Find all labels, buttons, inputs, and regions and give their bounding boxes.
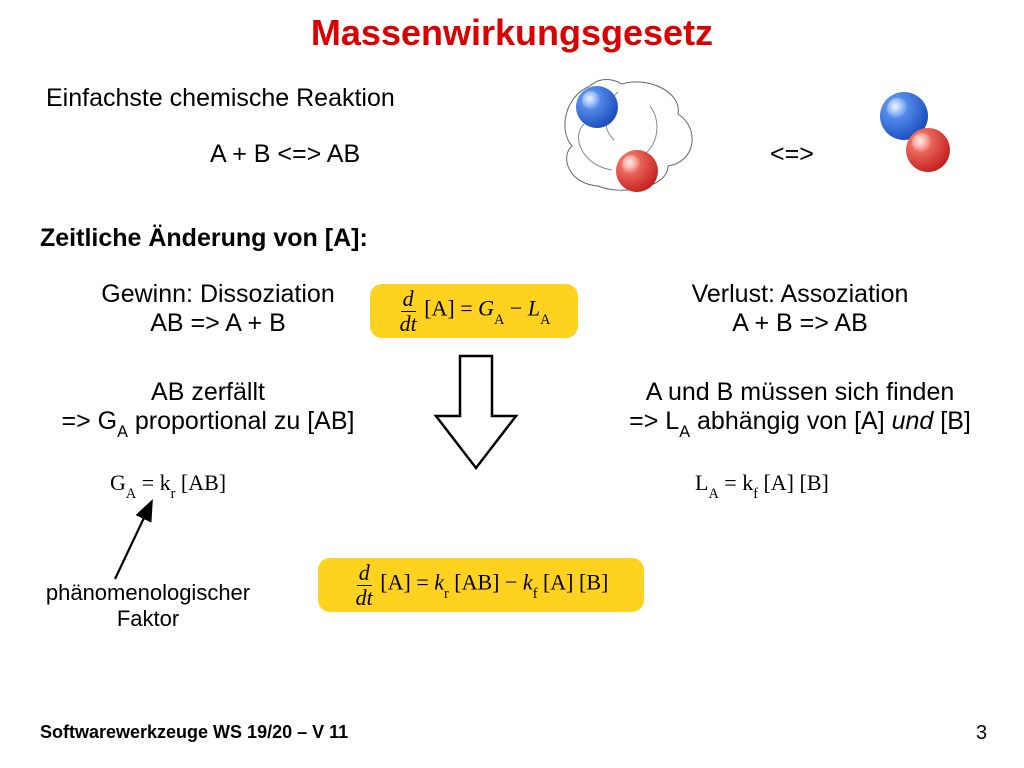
section-temporal-change: Zeitliche Änderung von [A]: xyxy=(40,224,368,253)
verlust-line2: A + B => AB xyxy=(660,309,940,338)
rate-formula-box: ddt [A] = GA − LA xyxy=(370,284,578,338)
sphere-blue-separated xyxy=(576,86,618,128)
phenom-label: phänomenologischer Faktor xyxy=(38,580,258,632)
sphere-red-bonded xyxy=(906,128,950,172)
full-formula-box: ddt [A] = kr [AB] − kf [A] [B] xyxy=(318,558,644,612)
footer-text: Softwarewerkzeuge WS 19/20 – V 11 xyxy=(40,722,348,743)
ab-zerfall-block: AB zerfällt => GA proportional zu [AB] xyxy=(48,378,368,440)
phenom-line1: phänomenologischer xyxy=(38,580,258,606)
aundb-block: A und B müssen sich finden => LA abhängi… xyxy=(600,378,1000,440)
subtitle: Einfachste chemische Reaktion xyxy=(46,84,395,113)
gewinn-line2: AB => A + B xyxy=(78,309,358,338)
full-formula: ddt [A] = kr [AB] − kf [A] [B] xyxy=(354,561,609,608)
reaction-equation: A + B <=> AB xyxy=(210,140,360,169)
ab-zerfall-line2: => GA proportional zu [AB] xyxy=(48,407,368,440)
ab-zerfall-line1: AB zerfällt xyxy=(48,378,368,407)
gewinn-block: Gewinn: Dissoziation AB => A + B xyxy=(78,280,358,338)
phenom-arrow-icon xyxy=(105,495,175,585)
gewinn-line1: Gewinn: Dissoziation xyxy=(78,280,358,309)
equilibrium-symbol: <=> xyxy=(770,140,814,169)
down-arrow-icon xyxy=(428,350,524,478)
aundb-line1: A und B müssen sich finden xyxy=(600,378,1000,407)
rate-formula: ddt [A] = GA − LA xyxy=(398,287,551,334)
page-number: 3 xyxy=(976,722,987,745)
la-equation: LA = kf [A] [B] xyxy=(695,470,829,500)
sphere-red-separated xyxy=(616,150,658,192)
page-title: Massenwirkungsgesetz xyxy=(0,12,1024,54)
verlust-line1: Verlust: Assoziation xyxy=(660,280,940,309)
aundb-line2: => LA abhängig von [A] und [B] xyxy=(600,407,1000,440)
verlust-block: Verlust: Assoziation A + B => AB xyxy=(660,280,940,338)
phenom-line2: Faktor xyxy=(38,606,258,632)
